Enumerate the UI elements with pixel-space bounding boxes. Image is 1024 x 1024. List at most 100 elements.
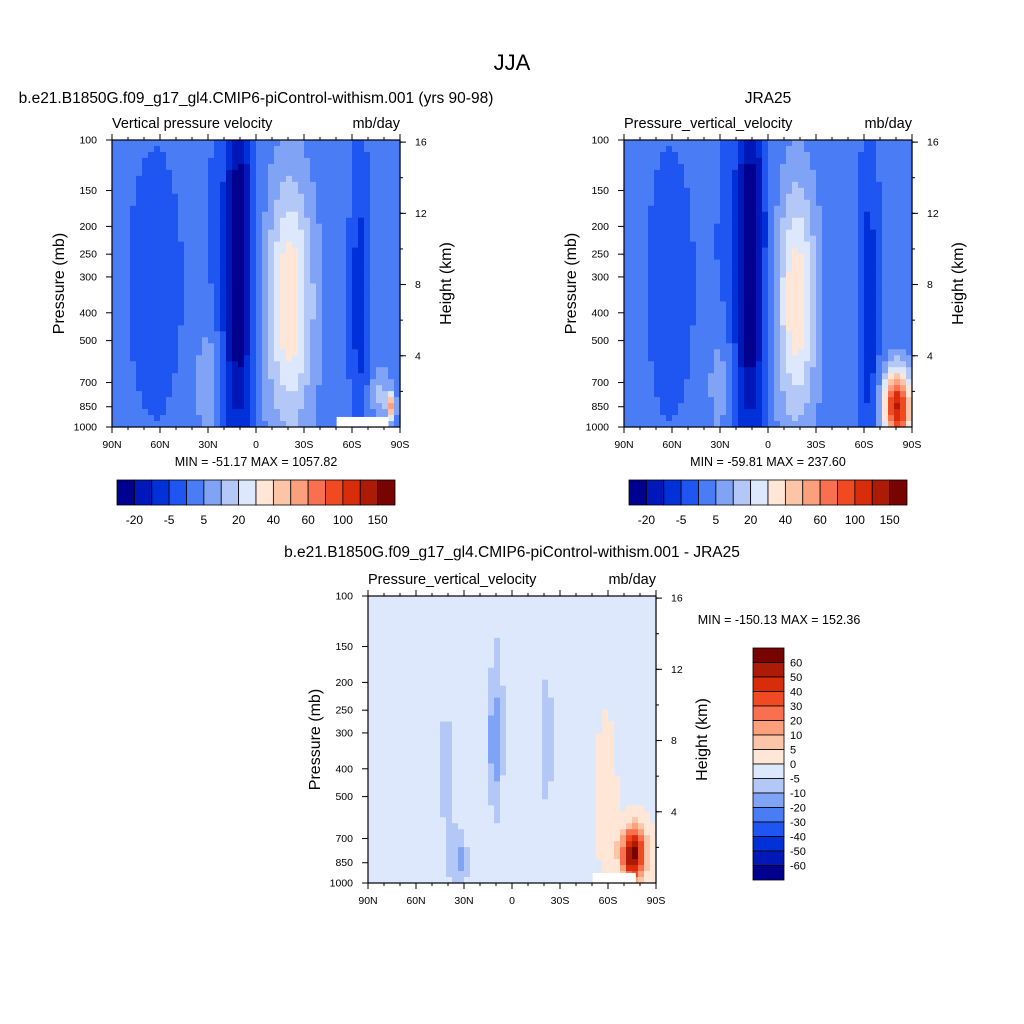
field-cell [202,271,209,279]
field-cell [906,319,913,326]
field-cell [720,283,727,291]
field-cell [304,409,311,416]
field-cell [268,247,275,255]
field-cell [370,391,377,398]
field-cell [274,349,281,356]
field-cell [148,259,155,267]
field-cell [304,157,311,165]
field-cell [160,181,167,189]
field-cell [346,145,353,153]
field-cell [280,337,287,344]
field-cell [702,385,709,392]
field-cell [738,355,745,362]
field-cell [340,373,347,380]
field-cell [310,140,317,147]
field-cell [702,145,709,153]
field-cell [196,175,203,183]
field-cell [654,229,661,237]
field-cell [298,271,305,279]
field-cell [268,343,275,350]
field-cell [304,361,311,368]
field-cell [172,391,179,398]
field-cell [274,313,281,320]
field-cell [160,193,167,201]
field-cell [678,193,685,201]
field-cell [672,223,679,231]
field-cell [846,217,853,225]
field-cell [380,596,387,603]
field-cell [648,295,655,303]
field-cell [380,625,387,633]
field-cell [142,289,149,297]
field-cell [666,421,673,428]
field-cell [648,289,655,297]
field-cell [346,307,353,314]
field-cell [394,163,401,171]
field-cell [232,140,239,147]
field-cell [654,193,661,201]
field-cell [720,313,727,320]
field-cell [394,217,401,225]
field-cell [268,253,275,261]
field-cell [624,140,631,147]
field-cell [154,403,161,410]
field-cell [136,205,143,213]
field-cell [268,379,275,386]
field-cell [702,379,709,386]
field-cell [846,140,853,147]
field-cell [804,367,811,374]
field-cell [136,349,143,356]
field-cell [846,331,853,338]
field-cell [268,187,275,195]
field-cell [172,319,179,326]
field-cell [810,361,817,368]
field-cell [184,403,191,410]
field-cell [882,235,889,243]
field-cell [678,247,685,255]
field-cell [906,163,913,171]
field-cell [298,283,305,291]
field-cell [148,295,155,303]
field-cell [262,205,269,213]
field-cell [184,307,191,314]
field-cell [666,331,673,338]
field-cell [690,391,697,398]
field-cell [774,403,781,410]
field-cell [870,181,877,189]
field-cell [184,169,191,177]
field-cell [804,325,811,332]
field-cell [148,211,155,219]
field-cell [166,175,173,183]
field-cell [900,403,907,410]
field-cell [298,313,305,320]
field-cell [762,211,769,219]
field-cell [822,355,829,362]
field-cell [232,181,239,189]
field-cell [624,295,631,303]
field-cell [304,163,311,171]
field-cell [370,283,377,291]
field-cell [648,361,655,368]
field-cell [834,415,841,422]
field-cell [142,181,149,189]
field-cell [178,349,185,356]
field-cell [334,187,341,195]
field-cell [214,211,221,219]
field-cell [388,157,395,165]
field-cell [714,253,721,261]
field-cell [274,391,281,398]
field-cell [804,391,811,398]
field-cell [660,217,667,225]
field-cell [810,211,817,219]
field-cell [154,253,161,261]
field-cell [208,361,215,368]
field-cell [364,313,371,320]
field-cell [380,691,387,699]
field-cell [304,247,311,255]
field-cell [666,229,673,237]
field-cell [696,199,703,207]
field-cell [136,403,143,410]
field-cell [388,367,395,374]
field-cell [858,421,865,428]
field-cell [780,140,787,147]
